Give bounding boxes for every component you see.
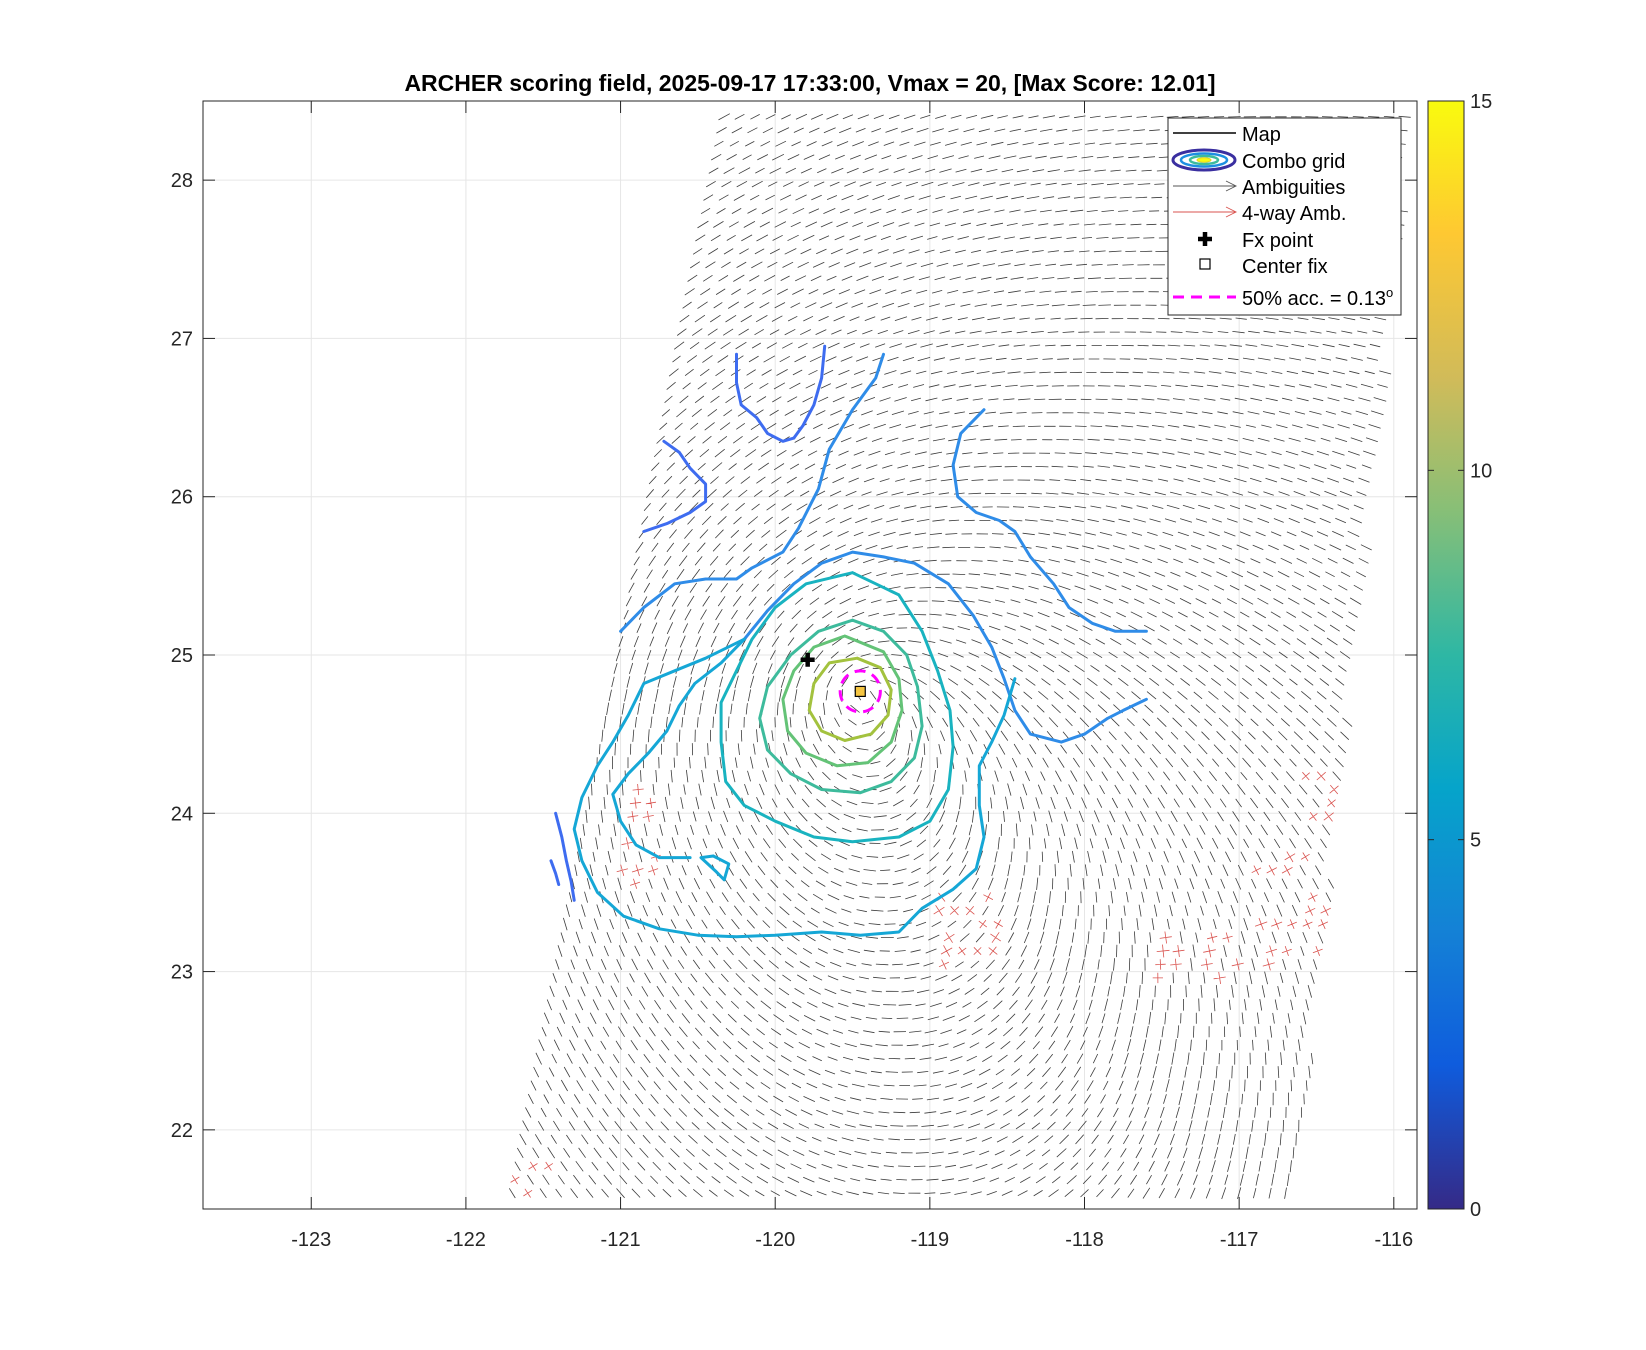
x-tick-label: -116 bbox=[1375, 1229, 1414, 1251]
y-tick-label: 27 bbox=[171, 328, 193, 350]
contour-level-2-segment-2 bbox=[699, 854, 731, 882]
legend-ambiguities-arrow bbox=[1173, 180, 1238, 192]
contour-level-0-segment-1 bbox=[792, 344, 827, 440]
legend-four-way-arrow bbox=[1173, 206, 1238, 218]
x-tick-label: -122 bbox=[446, 1229, 486, 1251]
contour-level-1-segment-1 bbox=[951, 408, 1148, 633]
y-tick-label: 26 bbox=[171, 487, 193, 509]
y-tick-label: 28 bbox=[171, 170, 193, 192]
ambiguity-vectors bbox=[508, 113, 1411, 1200]
colorbar-tick-label: 0 bbox=[1470, 1199, 1481, 1221]
legend-accuracy-text: 50% acc. = 0.13o bbox=[1242, 285, 1393, 310]
x-tick-label: -119 bbox=[911, 1229, 950, 1251]
contour-level-5-segment-0 bbox=[781, 634, 904, 768]
legend-label-accuracy: 50% acc. = 0.13 bbox=[1242, 288, 1386, 310]
contour-level-0-segment-2 bbox=[642, 439, 708, 533]
y-tick-label: 22 bbox=[171, 1120, 193, 1142]
contour-level-2-segment-0 bbox=[572, 637, 1017, 939]
contour-level-2-segment-1 bbox=[611, 637, 746, 860]
contour-level-0-segment-4 bbox=[549, 859, 561, 886]
x-tick-label: -123 bbox=[291, 1229, 331, 1251]
contour-level-3-segment-0 bbox=[719, 571, 955, 844]
contour-level-0-segment-0 bbox=[735, 352, 796, 443]
legend-label-ambiguities: Ambiguities bbox=[1242, 177, 1345, 199]
legend-label-center-fix: Center fix bbox=[1242, 256, 1328, 278]
accuracy-circle bbox=[838, 669, 882, 714]
contour-level-0-segment-3 bbox=[554, 811, 576, 902]
legend-fx-point-icon bbox=[1198, 232, 1212, 246]
score-contours bbox=[549, 344, 1148, 939]
axis-ticks: -123 -122 -121 -120 -119 -118 -117 -116 22 23 24 25… bbox=[171, 101, 1417, 1251]
y-tick-label: 24 bbox=[171, 803, 193, 825]
x-tick-label: -118 bbox=[1065, 1229, 1104, 1251]
y-tick-label: 23 bbox=[171, 962, 193, 984]
legend-combo-grid-icon bbox=[1171, 148, 1237, 172]
center-fix-marker bbox=[854, 685, 866, 698]
legend-label-fx-point: Fx point bbox=[1242, 230, 1314, 252]
x-tick-label: -117 bbox=[1220, 1229, 1259, 1251]
legend-label-map: Map bbox=[1242, 124, 1281, 146]
y-tick-label: 25 bbox=[171, 645, 193, 667]
x-tick-label: -121 bbox=[601, 1229, 641, 1251]
legend-label-four-way: 4-way Amb. bbox=[1242, 203, 1346, 225]
legend: Map Combo grid Ambiguities 4-way Amb. Fx… bbox=[1167, 117, 1402, 316]
fix-markers bbox=[800, 652, 882, 714]
colorbar-tick-label: 10 bbox=[1470, 460, 1492, 482]
contour-level-1-segment-0 bbox=[619, 352, 885, 633]
contour-level-6-segment-0 bbox=[807, 656, 893, 742]
legend-label-accuracy-suffix: o bbox=[1386, 285, 1393, 300]
colorbar bbox=[1427, 100, 1465, 1210]
legend-center-fix-icon bbox=[1199, 258, 1211, 270]
colorbar-tick-label: 5 bbox=[1470, 830, 1481, 852]
chart-title: ARCHER scoring field, 2025-09-17 17:33:0… bbox=[404, 70, 1215, 96]
legend-label-combo-grid: Combo grid bbox=[1242, 151, 1345, 173]
contour-level-1-segment-2 bbox=[742, 550, 1148, 744]
x-tick-label: -120 bbox=[755, 1229, 795, 1251]
colorbar-ticks: 0 5 10 15 bbox=[1428, 91, 1492, 1221]
colorbar-tick-label: 15 bbox=[1470, 91, 1492, 113]
contour-level-4-segment-0 bbox=[758, 618, 924, 795]
